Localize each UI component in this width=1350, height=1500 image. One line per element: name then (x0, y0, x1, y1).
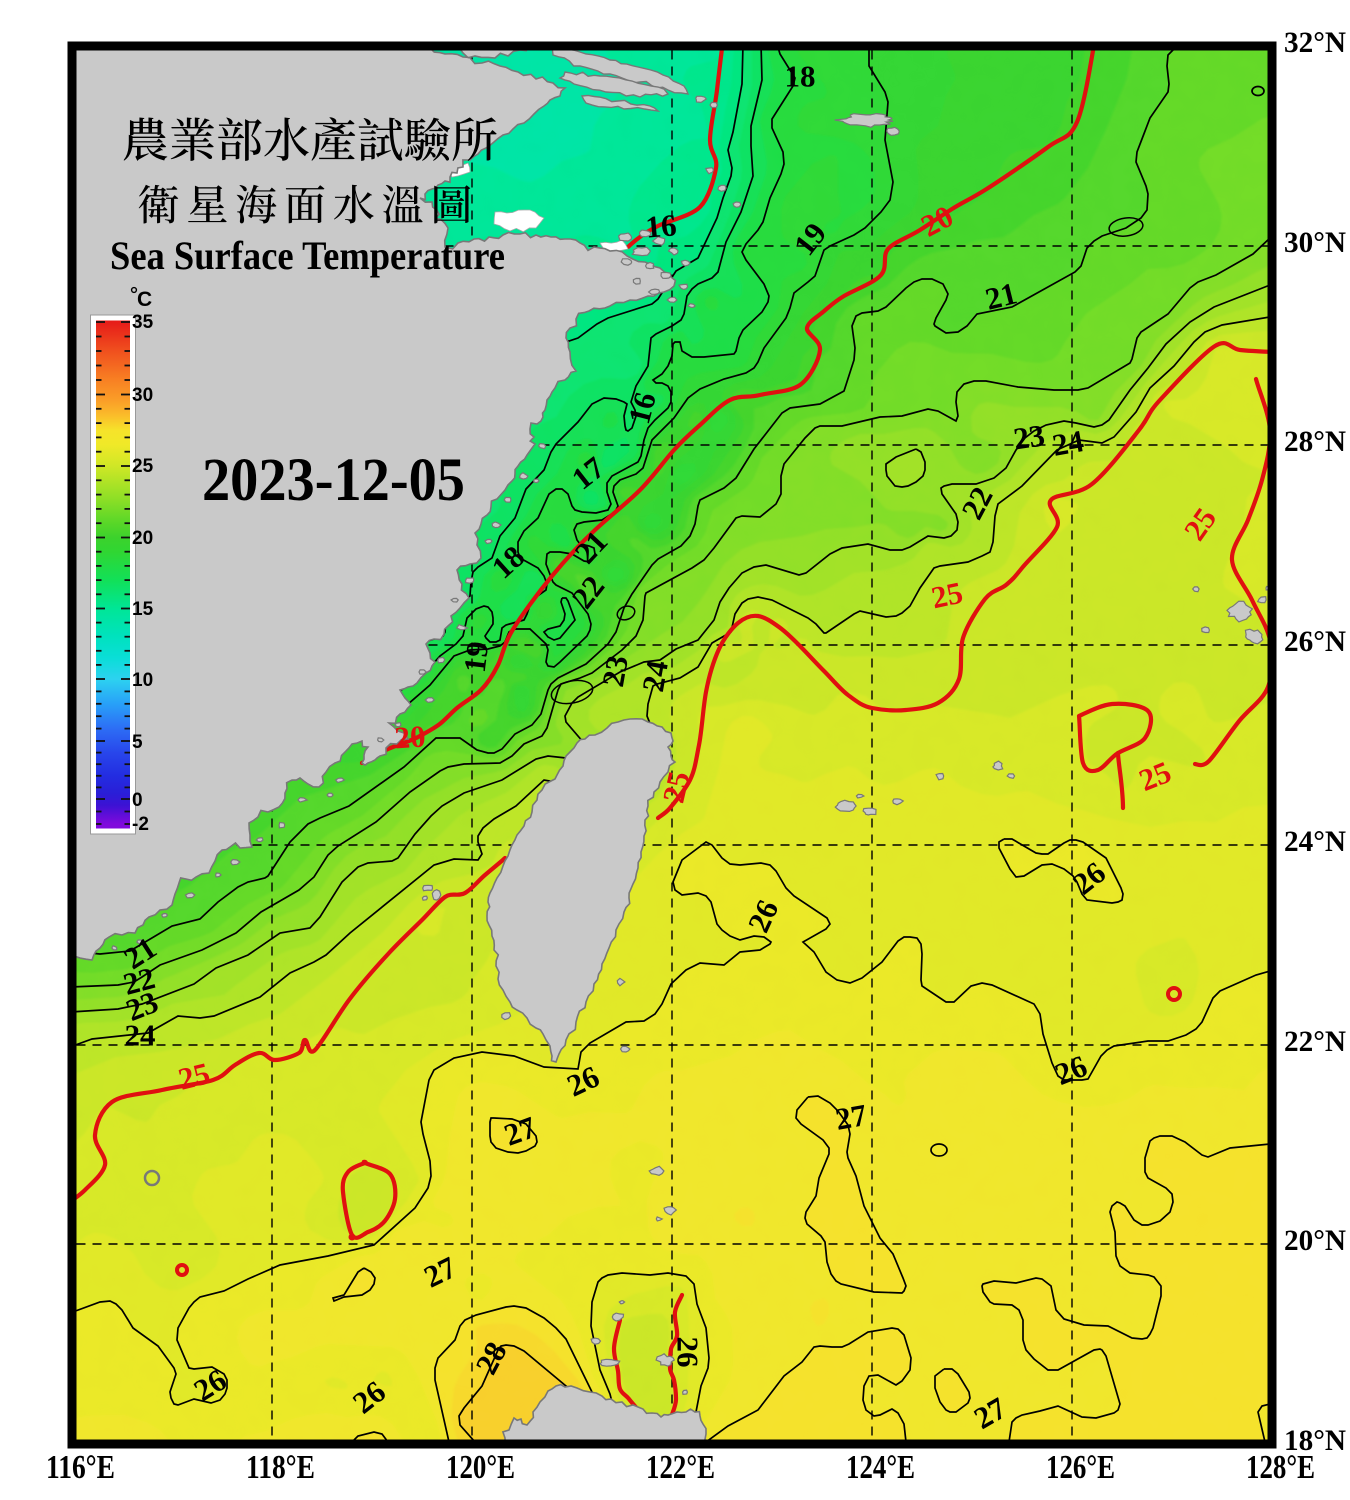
svg-text:19: 19 (457, 639, 496, 674)
svg-text:0: 0 (132, 790, 143, 811)
svg-text:20: 20 (132, 528, 153, 549)
svg-text:C: C (137, 288, 152, 311)
svg-text:35: 35 (132, 312, 154, 333)
svg-text:28°N: 28°N (1284, 425, 1346, 458)
svg-text:2023-12-05: 2023-12-05 (202, 447, 465, 514)
svg-text:24: 24 (125, 1018, 156, 1053)
svg-text:128°E: 128°E (1246, 1449, 1315, 1486)
svg-text:22°N: 22°N (1284, 1025, 1346, 1058)
svg-text:20°N: 20°N (1284, 1224, 1346, 1257)
svg-text:23: 23 (595, 653, 635, 690)
svg-text:126°E: 126°E (1046, 1449, 1115, 1486)
svg-text:18°N: 18°N (1284, 1424, 1346, 1457)
svg-text:30°N: 30°N (1284, 226, 1346, 259)
svg-text:30: 30 (132, 385, 153, 406)
svg-text:5: 5 (132, 732, 143, 753)
svg-text:32°N: 32°N (1284, 26, 1346, 59)
svg-text:120°E: 120°E (446, 1449, 515, 1486)
svg-text:25: 25 (655, 768, 696, 806)
svg-text:124°E: 124°E (846, 1449, 915, 1486)
svg-text:116°E: 116°E (46, 1449, 115, 1486)
svg-text:10: 10 (132, 670, 153, 691)
svg-text:23: 23 (1011, 418, 1047, 457)
svg-text:24: 24 (635, 658, 675, 695)
svg-text:118°E: 118°E (246, 1449, 315, 1486)
svg-text:25: 25 (928, 575, 966, 616)
svg-text:27: 27 (833, 1097, 870, 1137)
svg-text:24: 24 (1050, 423, 1087, 463)
svg-text:25: 25 (132, 456, 154, 477)
svg-text:15: 15 (132, 599, 154, 620)
svg-text:Sea Surface Temperature: Sea Surface Temperature (110, 233, 505, 278)
svg-text:20: 20 (393, 718, 426, 755)
svg-text:16: 16 (644, 207, 678, 245)
svg-text:-2: -2 (132, 814, 149, 835)
svg-text:18: 18 (785, 59, 816, 94)
svg-text:26°N: 26°N (1284, 625, 1346, 658)
svg-text:122°E: 122°E (646, 1449, 715, 1486)
svg-text:24°N: 24°N (1284, 825, 1346, 858)
svg-text:26: 26 (671, 1337, 706, 1368)
